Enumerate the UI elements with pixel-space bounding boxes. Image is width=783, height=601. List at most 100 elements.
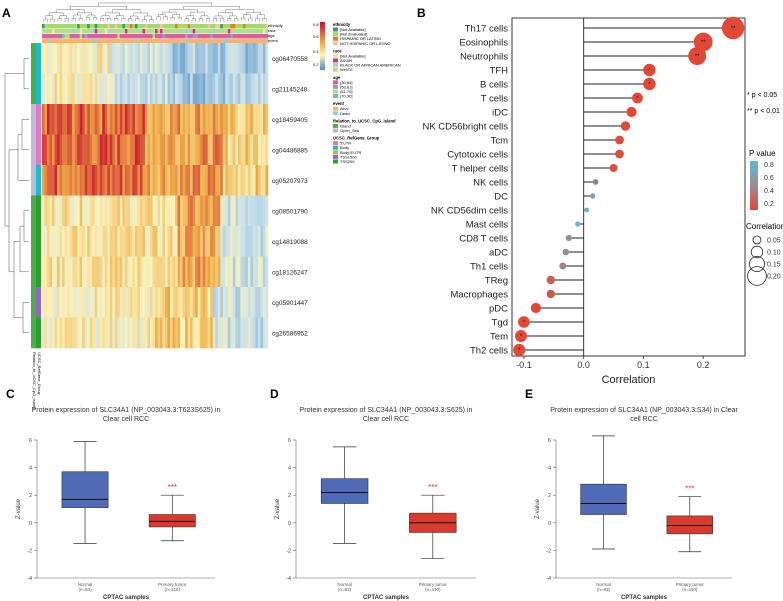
heatmap-cell: [230, 317, 234, 349]
annotation-bar-cell: [52, 39, 55, 44]
annotation-bar-cell: [160, 24, 163, 29]
heatmap-row-label: cg14819088: [272, 239, 308, 246]
heatmap-cell: [57, 256, 60, 288]
row-dendrogram-lines: [4, 58, 29, 334]
heatmap-cell: [54, 195, 58, 227]
group-count: (n=110): [682, 587, 698, 592]
heatmap-cell: [185, 73, 188, 105]
heatmap-cell: [172, 104, 176, 135]
heatmap-cell: [190, 134, 193, 166]
annotation-bar-cell: [212, 29, 216, 34]
heatmap-cell: [92, 287, 96, 318]
heatmap-cell: [89, 256, 93, 288]
heatmap-cell: [94, 134, 98, 166]
heatmap-cell: [160, 256, 163, 288]
heatmap-cell: [200, 104, 204, 135]
annotation-bar-cell: [109, 29, 113, 34]
left-bar-cell: [31, 317, 36, 349]
heatmap-cell: [260, 287, 264, 318]
heatmap-cell: [82, 165, 85, 196]
legend-item-label: (70,90]: [340, 94, 352, 99]
heatmap-cell: [107, 256, 111, 288]
heatmap-cell: [147, 134, 151, 166]
heatmap-cell: [152, 317, 156, 349]
annotation-bar-cell: [180, 29, 183, 34]
legend-swatch: [333, 111, 338, 116]
annotation-bar-cell: [247, 39, 251, 44]
annotation-bar-cell: [99, 34, 103, 39]
annotation-bar-cell: [212, 34, 216, 39]
heatmap-cell: [177, 287, 181, 318]
heatmap-row-label: cg08501790: [272, 208, 308, 215]
heatmap-cell: [172, 43, 176, 74]
heatmap-cell: [180, 226, 183, 257]
annotation-bar-cell: [114, 29, 118, 34]
lollipop-point: [626, 106, 637, 118]
annotation-bar-cell: [195, 24, 198, 29]
annotation-bar-cell: [207, 39, 211, 44]
annotation-bar-cell: [230, 24, 234, 29]
heatmap-cell: [102, 195, 106, 227]
pvalue-tick: 0.4: [764, 188, 774, 195]
heatmap-cell: [74, 256, 78, 288]
heatmap-cell: [137, 226, 141, 257]
annotation-bar-cell: [205, 34, 209, 39]
heatmap-cell: [84, 134, 88, 166]
annotation-bar-cell: [252, 34, 256, 39]
annotation-bar-cell: [124, 39, 128, 44]
heatmap-cell: [104, 195, 108, 227]
annotation-bar-cell: [155, 29, 158, 34]
significance-mark: ***: [168, 483, 177, 492]
heatmap-cell: [230, 226, 234, 257]
heatmap-cell: [44, 256, 48, 288]
color-scale-tick: 0.6: [313, 34, 319, 39]
annotation-bar-cell: [187, 24, 191, 29]
heatmap-cell: [172, 195, 176, 227]
annotation-bar-cell: [77, 39, 80, 44]
annotation-bar-cell: [49, 39, 53, 44]
heatmap-cell: [235, 165, 239, 196]
heatmap-cell: [59, 287, 63, 318]
heatmap-cell: [114, 256, 118, 288]
heatmap-cell: [210, 287, 214, 318]
heatmap-cell: [94, 104, 98, 135]
annotation-bar-cell: [185, 34, 188, 39]
group-count: (n=83): [78, 587, 92, 592]
heatmap-cell: [44, 195, 48, 227]
heatmap-cell: [79, 104, 83, 135]
heatmap-cell: [109, 104, 113, 135]
y-tick-label: -4: [286, 576, 291, 582]
heatmap-cell: [187, 226, 191, 257]
annotation-bar-cell: [207, 34, 211, 39]
annotation-bar-cell: [72, 39, 75, 44]
heatmap-cell: [74, 43, 78, 74]
heatmap-cell: [212, 104, 216, 135]
heatmap-cell: [210, 73, 214, 105]
sig-legend: ** p < 0.01: [747, 108, 780, 115]
heatmap-cell: [134, 165, 138, 196]
annotation-bar-cell: [180, 34, 183, 39]
heatmap-cell: [260, 256, 264, 288]
heatmap-cell: [104, 287, 108, 318]
heatmap-cell: [129, 134, 133, 166]
heatmap-cell: [257, 134, 261, 166]
annotation-bar-cell: [92, 24, 96, 29]
annotation-bar-cell: [260, 34, 264, 39]
size-legend-circle: [750, 245, 764, 259]
heatmap-cell: [202, 104, 206, 135]
heatmap-cell: [200, 73, 204, 105]
heatmap-cell: [262, 165, 266, 196]
heatmap-cell: [152, 43, 156, 74]
heatmap-cell: [84, 43, 88, 74]
annotation-bar-cell: [250, 34, 254, 39]
heatmap-cell: [77, 287, 80, 318]
category-label: Mast cells: [466, 220, 508, 231]
heatmap-cell: [72, 165, 75, 196]
heatmap-cell: [77, 73, 80, 105]
heatmap-cell: [222, 73, 226, 105]
annotation-bar-cell: [52, 34, 55, 39]
annotation-bar-cell: [200, 39, 204, 44]
annotation-bar-cell: [220, 24, 224, 29]
heatmap-cell: [69, 195, 73, 227]
heatmap-cell: [205, 287, 209, 318]
